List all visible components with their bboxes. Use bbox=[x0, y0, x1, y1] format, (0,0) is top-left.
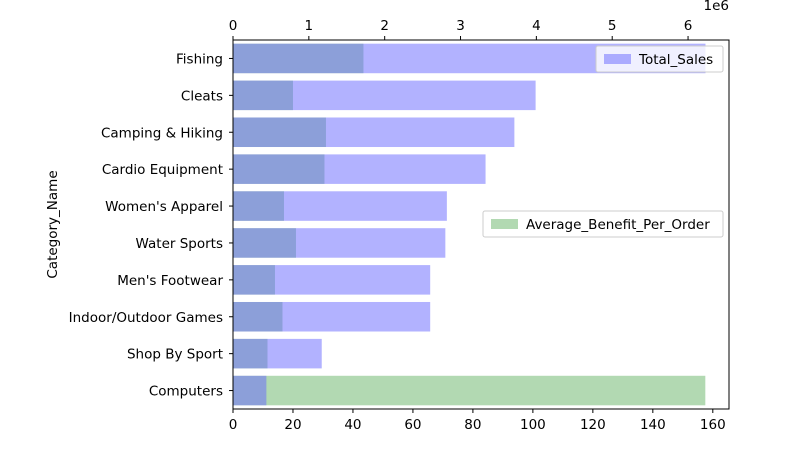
legend-swatch bbox=[491, 219, 518, 229]
top-tick-label: 2 bbox=[380, 18, 389, 34]
benefit-bar bbox=[233, 375, 706, 406]
top-axis-ticks: 0 1 2 3 4 5 6 bbox=[229, 18, 693, 40]
top-tick-label: 3 bbox=[456, 18, 465, 34]
sales-bar bbox=[233, 191, 447, 221]
bottom-axis-ticks: 0 20 40 60 80 100 120 140 160 bbox=[229, 409, 726, 433]
y-tick-label: Computers bbox=[149, 384, 223, 400]
top-axis-offset-text: 1e6 bbox=[704, 0, 729, 14]
top-tick-label: 6 bbox=[684, 18, 693, 34]
bottom-tick-label: 100 bbox=[520, 417, 546, 433]
sales-bars bbox=[233, 43, 706, 406]
sales-bar bbox=[233, 117, 515, 148]
y-axis-label: Category_Name bbox=[45, 170, 61, 278]
bottom-tick-label: 80 bbox=[464, 417, 481, 433]
y-tick-label: Fishing bbox=[176, 51, 223, 67]
bottom-tick-label: 140 bbox=[640, 417, 666, 433]
top-tick-label: 1 bbox=[305, 18, 314, 34]
legend-total-sales: Total_Sales bbox=[595, 45, 724, 73]
y-axis-ticks: Fishing Cleats Camping & Hiking Cardio Equi… bbox=[69, 51, 233, 400]
top-tick-label: 4 bbox=[532, 18, 541, 34]
bottom-tick-label: 120 bbox=[580, 417, 606, 433]
sales-bar bbox=[233, 265, 431, 295]
sales-bar bbox=[233, 80, 536, 111]
sales-bar bbox=[233, 301, 431, 332]
top-tick-label: 0 bbox=[229, 18, 238, 34]
bottom-tick-label: 40 bbox=[344, 417, 361, 433]
sales-bar bbox=[233, 154, 486, 184]
y-tick-label: Cardio Equipment bbox=[102, 162, 223, 178]
bottom-tick-label: 60 bbox=[404, 417, 421, 433]
y-tick-label: Shop By Sport bbox=[127, 347, 223, 363]
bottom-tick-label: 20 bbox=[284, 417, 301, 433]
legend-average-benefit: Average_Benefit_Per_Order bbox=[482, 210, 724, 238]
y-tick-label: Water Sports bbox=[136, 236, 223, 252]
sales-bar bbox=[233, 338, 322, 369]
legend-box bbox=[482, 210, 724, 238]
sales-bar bbox=[233, 375, 267, 406]
legend-label: Average_Benefit_Per_Order bbox=[526, 217, 710, 233]
top-tick-label: 5 bbox=[608, 18, 617, 34]
y-tick-label: Women's Apparel bbox=[105, 199, 223, 215]
y-tick-label: Indoor/Outdoor Games bbox=[69, 310, 223, 326]
sales-bar bbox=[233, 228, 446, 258]
legend-box bbox=[595, 45, 724, 73]
bottom-tick-label: 0 bbox=[229, 417, 238, 433]
legend-swatch bbox=[604, 54, 631, 64]
axes-frame bbox=[232, 39, 730, 410]
bottom-tick-label: 160 bbox=[700, 417, 726, 433]
legend-label: Total_Sales bbox=[638, 52, 713, 68]
y-tick-label: Camping & Hiking bbox=[101, 125, 223, 141]
y-tick-label: Cleats bbox=[181, 88, 223, 104]
y-tick-label: Men's Footwear bbox=[117, 273, 223, 289]
